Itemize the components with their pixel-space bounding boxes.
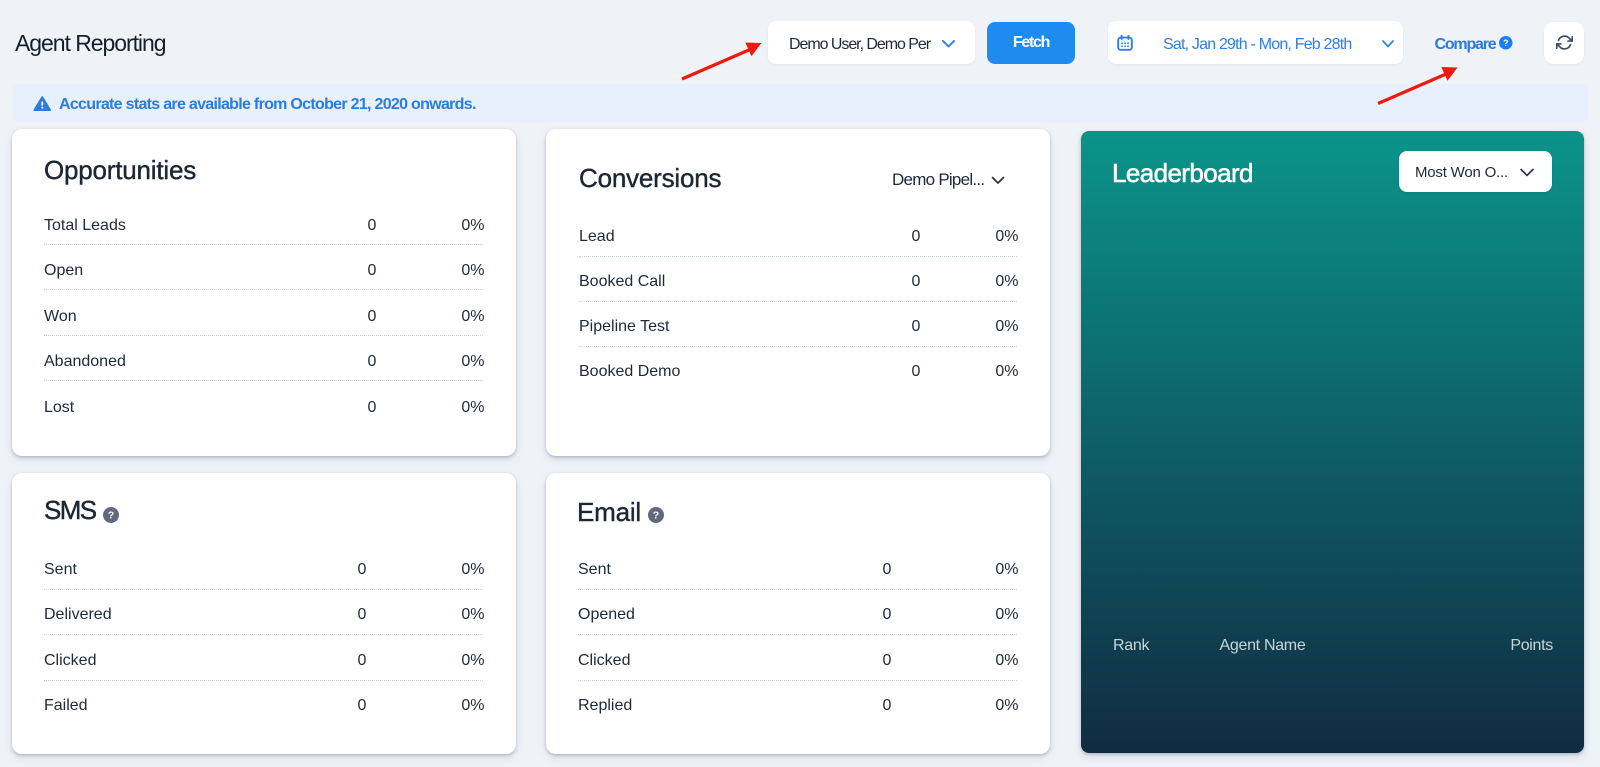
svg-text:?: ? [653, 510, 659, 522]
svg-text:?: ? [108, 510, 114, 522]
svg-text:?: ? [1503, 38, 1509, 48]
